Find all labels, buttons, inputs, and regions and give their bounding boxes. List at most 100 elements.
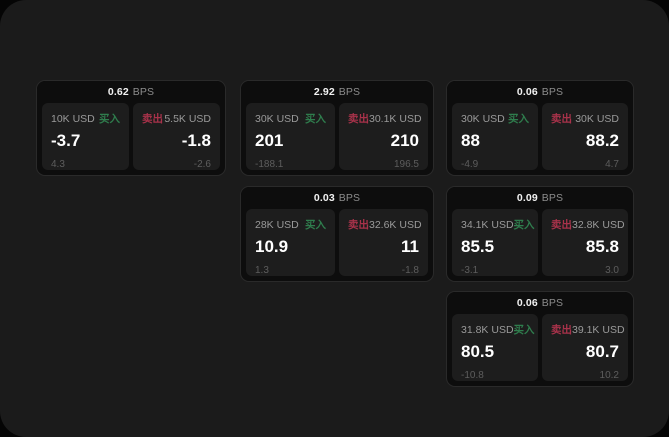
sell-action-label: 卖出 — [551, 324, 572, 336]
sell-price: 88.2 — [585, 131, 619, 150]
buy-delta: 1.3 — [255, 265, 269, 276]
buy-action-label: 买入 — [513, 219, 535, 231]
sell-quantity: 32.6K USD — [369, 219, 422, 231]
sell-panel[interactable]: 卖出 5.5K USD -1.8 -2.6 — [133, 103, 220, 170]
card-body: 28K USD 买入 10.9 1.3 卖出 32.6K USD 11 -1.8 — [241, 209, 433, 281]
sell-quantity: 30K USD — [575, 113, 619, 125]
buy-delta: -188.1 — [255, 159, 284, 170]
sell-panel[interactable]: 卖出 32.6K USD 11 -1.8 — [339, 209, 428, 276]
bps-value: 0.06 — [516, 297, 538, 309]
sell-action-label: 卖出 — [348, 219, 369, 231]
buy-price: 10.9 — [255, 237, 289, 256]
sell-delta: 3.0 — [605, 265, 619, 276]
bps-value: 0.62 — [107, 86, 129, 98]
bps-unit: BPS — [338, 192, 361, 204]
bps-unit: BPS — [541, 192, 564, 204]
buy-delta: -3.1 — [461, 265, 479, 276]
buy-action-label: 买入 — [508, 113, 529, 125]
card-body: 34.1K USD 买入 85.5 -3.1 卖出 32.8K USD 85.8… — [447, 209, 633, 281]
sell-panel-header: 卖出 32.6K USD — [348, 217, 422, 231]
bps-unit: BPS — [541, 297, 564, 309]
buy-delta: -10.8 — [461, 370, 484, 381]
bps-unit: BPS — [132, 86, 155, 98]
buy-panel-header: 34.1K USD 买入 — [461, 217, 535, 231]
buy-quantity: 30K USD — [255, 113, 299, 125]
buy-panel-header: 28K USD 买入 — [255, 217, 326, 231]
sell-panel[interactable]: 卖出 30.1K USD 210 196.5 — [339, 103, 428, 170]
buy-price: 80.5 — [461, 342, 495, 361]
buy-quantity: 30K USD — [461, 113, 505, 125]
spread-card-6[interactable]: 0.06 BPS 31.8K USD 买入 80.5 -10.8 卖出 39.1… — [446, 291, 634, 387]
buy-delta: 4.3 — [51, 159, 65, 170]
sell-quantity: 32.8K USD — [572, 219, 625, 231]
sell-price: 210 — [390, 131, 419, 150]
bps-value: 0.03 — [313, 192, 335, 204]
buy-panel[interactable]: 30K USD 买入 201 -188.1 — [246, 103, 335, 170]
card-body: 10K USD 买入 -3.7 4.3 卖出 5.5K USD -1.8 -2.… — [37, 103, 225, 175]
sell-panel[interactable]: 卖出 32.8K USD 85.8 3.0 — [542, 209, 628, 276]
buy-action-label: 买入 — [99, 113, 120, 125]
spread-card-1[interactable]: 0.62 BPS 10K USD 买入 -3.7 4.3 卖出 5.5K USD… — [36, 80, 226, 176]
buy-panel[interactable]: 10K USD 买入 -3.7 4.3 — [42, 103, 129, 170]
buy-price: 88 — [461, 131, 480, 150]
card-header: 2.92 BPS — [241, 81, 433, 103]
sell-panel-header: 卖出 5.5K USD — [142, 111, 211, 125]
card-header: 0.62 BPS — [37, 81, 225, 103]
bps-value: 0.09 — [516, 192, 538, 204]
spread-card-2[interactable]: 2.92 BPS 30K USD 买入 201 -188.1 卖出 30.1K … — [240, 80, 434, 176]
sell-price: -1.8 — [181, 131, 211, 150]
sell-panel-header: 卖出 32.8K USD — [551, 217, 625, 231]
sell-delta: 196.5 — [393, 159, 419, 170]
buy-quantity: 28K USD — [255, 219, 299, 231]
sell-panel-header: 卖出 39.1K USD — [551, 322, 625, 336]
buy-quantity: 31.8K USD — [461, 324, 514, 336]
bps-unit: BPS — [541, 86, 564, 98]
card-body: 30K USD 买入 201 -188.1 卖出 30.1K USD 210 1… — [241, 103, 433, 175]
sell-price: 11 — [401, 237, 419, 256]
card-body: 31.8K USD 买入 80.5 -10.8 卖出 39.1K USD 80.… — [447, 314, 633, 386]
spread-card-3[interactable]: 0.06 BPS 30K USD 买入 88 -4.9 卖出 30K USD 8… — [446, 80, 634, 176]
sell-panel-header: 卖出 30K USD — [551, 111, 619, 125]
buy-price: -3.7 — [51, 131, 81, 150]
buy-panel-header: 30K USD 买入 — [461, 111, 529, 125]
sell-quantity: 30.1K USD — [369, 113, 422, 125]
buy-delta: -4.9 — [461, 159, 479, 170]
buy-quantity: 34.1K USD — [461, 219, 514, 231]
buy-price: 201 — [255, 131, 284, 150]
sell-quantity: 5.5K USD — [164, 113, 211, 125]
bps-unit: BPS — [338, 86, 361, 98]
sell-panel-header: 卖出 30.1K USD — [348, 111, 422, 125]
sell-price: 80.7 — [585, 342, 619, 361]
buy-action-label: 买入 — [305, 219, 326, 231]
sell-delta: -2.6 — [193, 159, 211, 170]
spread-card-4[interactable]: 0.03 BPS 28K USD 买入 10.9 1.3 卖出 32.6K US… — [240, 186, 434, 282]
card-body: 30K USD 买入 88 -4.9 卖出 30K USD 88.2 4.7 — [447, 103, 633, 175]
sell-panel[interactable]: 卖出 30K USD 88.2 4.7 — [542, 103, 628, 170]
sell-delta: 10.2 — [599, 370, 619, 381]
sell-quantity: 39.1K USD — [572, 324, 625, 336]
spread-card-5[interactable]: 0.09 BPS 34.1K USD 买入 85.5 -3.1 卖出 32.8K… — [446, 186, 634, 282]
bps-value: 2.92 — [313, 86, 335, 98]
buy-quantity: 10K USD — [51, 113, 95, 125]
sell-price: 85.8 — [585, 237, 619, 256]
buy-panel[interactable]: 34.1K USD 买入 85.5 -3.1 — [452, 209, 538, 276]
buy-panel-header: 31.8K USD 买入 — [461, 322, 535, 336]
buy-price: 85.5 — [461, 237, 495, 256]
sell-action-label: 卖出 — [551, 219, 572, 231]
sell-delta: 4.7 — [605, 159, 619, 170]
sell-delta: -1.8 — [401, 265, 419, 276]
sell-action-label: 卖出 — [551, 113, 572, 125]
card-header: 0.06 BPS — [447, 292, 633, 314]
sell-panel[interactable]: 卖出 39.1K USD 80.7 10.2 — [542, 314, 628, 381]
buy-action-label: 买入 — [305, 113, 326, 125]
buy-panel[interactable]: 28K USD 买入 10.9 1.3 — [246, 209, 335, 276]
bps-value: 0.06 — [516, 86, 538, 98]
sell-action-label: 卖出 — [348, 113, 369, 125]
card-header: 0.06 BPS — [447, 81, 633, 103]
sell-action-label: 卖出 — [142, 113, 163, 125]
buy-panel[interactable]: 30K USD 买入 88 -4.9 — [452, 103, 538, 170]
buy-panel-header: 10K USD 买入 — [51, 111, 120, 125]
card-header: 0.09 BPS — [447, 187, 633, 209]
buy-panel[interactable]: 31.8K USD 买入 80.5 -10.8 — [452, 314, 538, 381]
